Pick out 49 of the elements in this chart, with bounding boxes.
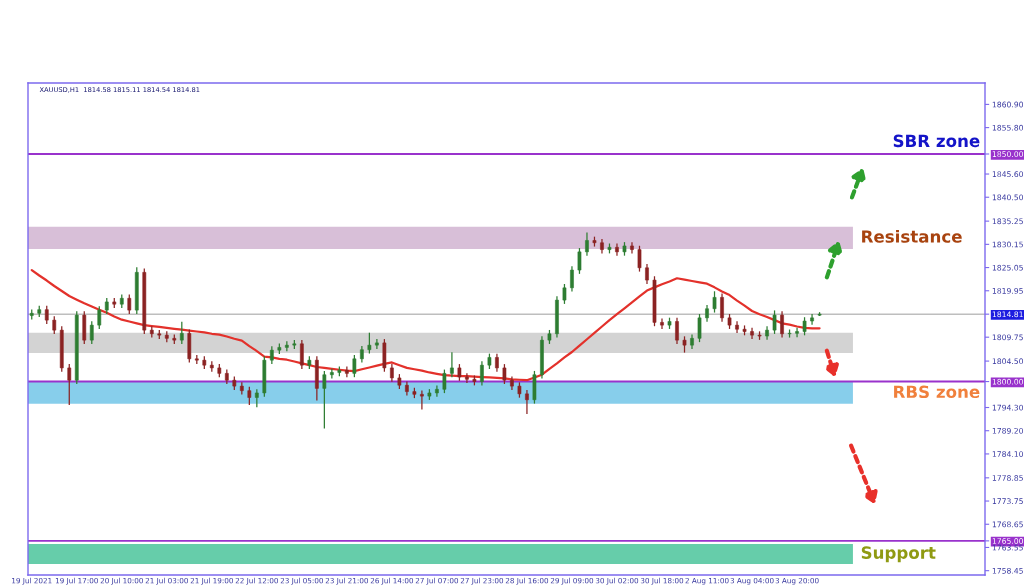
candlestick	[442, 369, 447, 394]
candlestick	[307, 356, 312, 369]
ref-line-label: RBS zone	[894, 385, 980, 399]
candlestick	[149, 326, 154, 338]
candlestick	[532, 370, 537, 404]
candlestick	[352, 355, 357, 378]
candlestick	[209, 361, 214, 372]
candlestick	[697, 314, 702, 343]
candlestick	[52, 316, 57, 334]
candlestick	[127, 294, 132, 314]
candlestick	[157, 329, 162, 339]
candlestick	[757, 331, 762, 340]
candlestick	[277, 343, 282, 354]
candlestick	[382, 339, 387, 372]
candlestick	[772, 310, 777, 334]
band-label: Support	[861, 546, 936, 563]
candlestick	[194, 355, 199, 364]
candlestick	[472, 375, 477, 386]
candlestick	[742, 325, 747, 336]
candlestick	[577, 248, 582, 274]
candlestick	[427, 389, 432, 400]
candlestick	[172, 334, 177, 344]
candlestick	[622, 242, 627, 256]
candlestick	[652, 276, 657, 327]
candlestick	[592, 236, 597, 247]
candlestick	[337, 366, 342, 377]
band-label: Resistance	[862, 229, 962, 243]
candlestick	[637, 245, 642, 272]
candlestick	[712, 291, 717, 313]
candlestick	[787, 329, 792, 338]
candlestick	[142, 268, 147, 334]
candlestick	[412, 387, 417, 399]
candlestick	[97, 306, 102, 329]
candlestick	[164, 331, 169, 343]
candlestick	[607, 243, 612, 254]
candlestick	[322, 370, 327, 429]
ref-line-label: SBR zone	[893, 134, 980, 148]
candlestick	[262, 356, 267, 397]
candlestick	[187, 329, 192, 363]
candlestick	[29, 309, 34, 320]
candlestick	[202, 356, 207, 369]
candlestick	[232, 376, 237, 390]
candlestick	[502, 364, 507, 385]
candlestick	[239, 382, 244, 395]
candlestick	[367, 332, 372, 354]
candlestick	[112, 298, 117, 309]
candlestick	[817, 312, 822, 317]
candlestick	[562, 283, 567, 304]
candlestick	[292, 339, 297, 349]
